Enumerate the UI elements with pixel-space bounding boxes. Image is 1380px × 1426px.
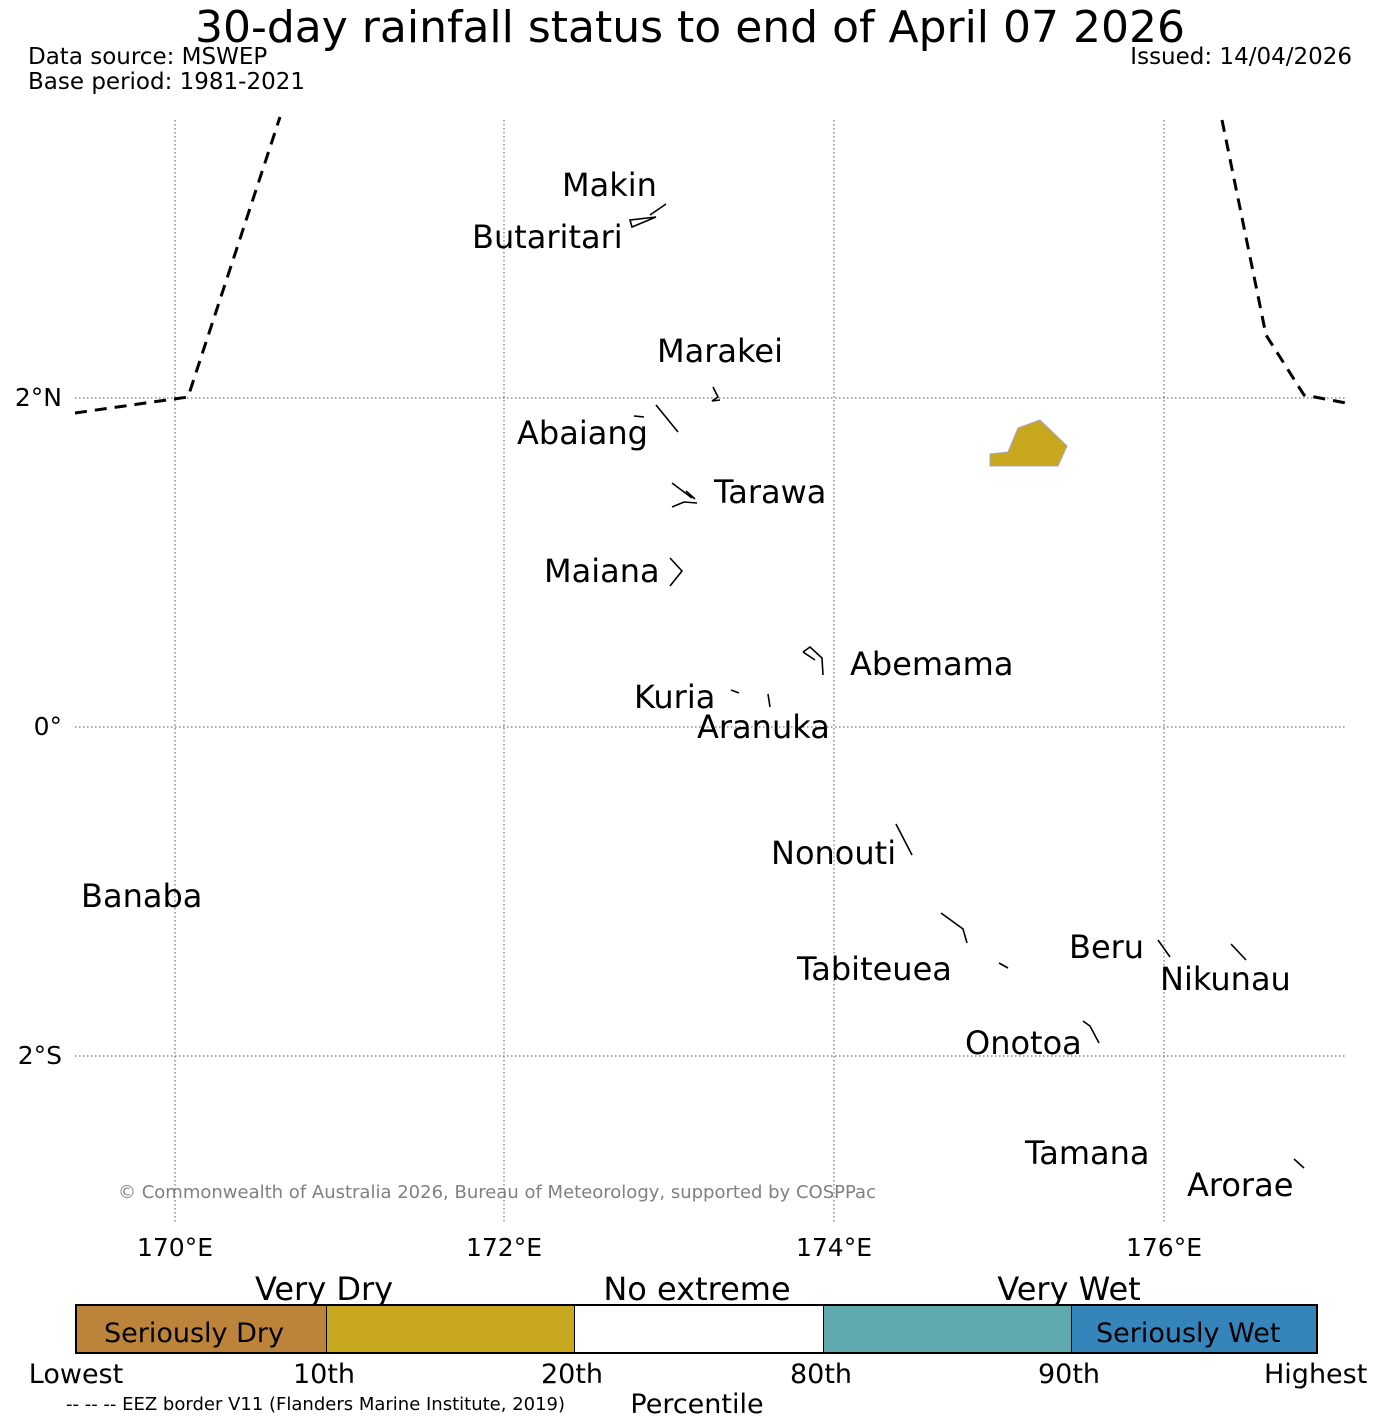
island-outlines	[628, 203, 1305, 1169]
label-kuria: Kuria	[634, 678, 715, 716]
eez-border-west	[74, 116, 282, 415]
label-maiana: Maiana	[544, 552, 660, 590]
lon-label-174e: 174°E	[796, 1233, 872, 1260]
percentile-label-80th: 80th	[789, 1359, 853, 1390]
abaiang-outline	[655, 404, 679, 433]
legend-swatch-label-seriously-wet: Seriously Wet	[1096, 1318, 1281, 1349]
label-marakei: Marakei	[657, 332, 783, 370]
makin-outline	[649, 203, 667, 216]
label-nikunau: Nikunau	[1160, 960, 1291, 998]
tarawa-outline	[671, 482, 698, 508]
percentile-label-90th: 90th	[1037, 1359, 1101, 1390]
label-onotoa: Onotoa	[965, 1024, 1082, 1062]
rainfall-map: Makin Butaritari Marakei Abaiang Tarawa …	[15, 116, 1347, 1260]
lon-label-170e: 170°E	[137, 1233, 213, 1260]
map-title: 30-day rainfall status to end of April 0…	[195, 2, 1185, 53]
abemama-outline	[802, 645, 824, 676]
label-arorae: Arorae	[1187, 1166, 1293, 1204]
nonouti-outline	[895, 823, 913, 856]
label-banaba: Banaba	[81, 877, 202, 915]
label-tamana: Tamana	[1024, 1134, 1150, 1172]
label-nonouti: Nonouti	[771, 834, 896, 872]
lon-label-172e: 172°E	[466, 1233, 542, 1260]
lat-label-2n: 2°N	[15, 383, 62, 412]
legend-colorbar: Seriously Dry Seriously Wet	[75, 1304, 1318, 1354]
lat-label-2s: 2°S	[18, 1041, 62, 1070]
maiana-outline	[669, 557, 684, 587]
abaiang-islet	[633, 415, 645, 418]
eez-border-east	[1220, 119, 1347, 405]
marakei-outline	[711, 386, 721, 402]
label-beru: Beru	[1069, 928, 1144, 966]
eez-border-note: -- -- -- EEZ border V11 (Flanders Marine…	[66, 1394, 566, 1415]
label-abaiang: Abaiang	[517, 414, 648, 452]
very-dry-region	[989, 419, 1068, 467]
label-makin: Makin	[562, 166, 657, 204]
aranuka-outline	[767, 693, 771, 708]
graticule	[75, 120, 1346, 1222]
percentile-label-lowest: Lowest	[28, 1359, 124, 1390]
legend-category-very-wet: Very Wet	[997, 1270, 1141, 1308]
legend-swatch-seriously-dry: Seriously Dry	[77, 1306, 326, 1352]
tabiteuea-outline	[940, 912, 968, 944]
butaritari-outline	[628, 216, 657, 229]
legend-swatch-no-extreme	[574, 1306, 823, 1352]
lon-label-176e: 176°E	[1126, 1233, 1202, 1260]
percentile-label-20th: 20th	[540, 1359, 604, 1390]
legend-category-very-dry: Very Dry	[254, 1270, 394, 1308]
tabiteuea-south-outline	[998, 962, 1009, 969]
arorae-outline	[1293, 1158, 1305, 1169]
nikunau-outline	[1230, 943, 1247, 961]
onotoa-outline	[1082, 1020, 1100, 1044]
base-period: Base period: 1981-2021	[28, 69, 306, 95]
latitude-labels: 2°N 0° 2°S	[15, 383, 62, 1070]
data-source: Data source: MSWEP	[28, 44, 268, 70]
label-tarawa: Tarawa	[713, 473, 826, 511]
legend-swatch-very-wet	[823, 1306, 1071, 1352]
kuria-outline	[730, 689, 740, 694]
copyright-notice: © Commonwealth of Australia 2026, Bureau…	[118, 1182, 876, 1203]
island-labels: Makin Butaritari Marakei Abaiang Tarawa …	[81, 166, 1293, 1204]
issued-date: Issued: 14/04/2026	[1130, 44, 1352, 70]
legend-swatch-label-seriously-dry: Seriously Dry	[104, 1318, 284, 1349]
percentile-axis-label: Percentile	[630, 1389, 764, 1420]
legend-swatch-very-dry	[326, 1306, 574, 1352]
legend-swatch-seriously-wet: Seriously Wet	[1071, 1306, 1316, 1352]
label-aranuka: Aranuka	[697, 708, 830, 746]
label-tabiteuea: Tabiteuea	[796, 950, 952, 988]
label-butaritari: Butaritari	[472, 218, 623, 256]
label-abemama: Abemama	[850, 645, 1013, 683]
percentile-label-10th: 10th	[292, 1359, 356, 1390]
legend-category-no-extreme: No extreme	[603, 1270, 791, 1308]
beru-outline	[1157, 939, 1171, 958]
lat-label-0: 0°	[34, 712, 62, 741]
percentile-label-highest: Highest	[1264, 1359, 1368, 1390]
eez-border	[74, 116, 1347, 415]
longitude-labels: 170°E 172°E 174°E 176°E	[137, 1233, 1202, 1260]
